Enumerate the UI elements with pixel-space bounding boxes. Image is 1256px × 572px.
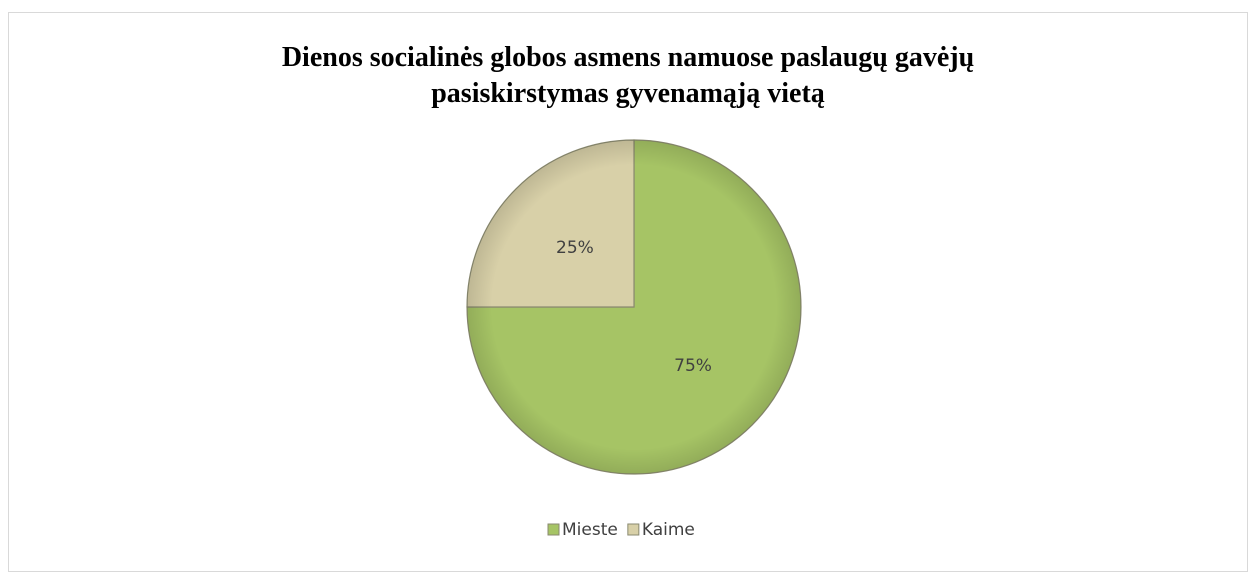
legend-swatch [547, 523, 560, 536]
legend-swatch [627, 523, 640, 536]
data-label: 25% [556, 238, 594, 258]
chart-title: Dienos socialinės globos asmens namuose … [281, 42, 975, 109]
data-label: 75% [674, 356, 712, 376]
page: Dienos socialinės globos asmens namuose … [8, 12, 1248, 572]
legend-label: Kaime [642, 520, 695, 540]
chart: 75% 25% Mieste Kaime [466, 139, 802, 540]
legend-label: Mieste [562, 520, 618, 540]
pie-slice [466, 139, 635, 308]
